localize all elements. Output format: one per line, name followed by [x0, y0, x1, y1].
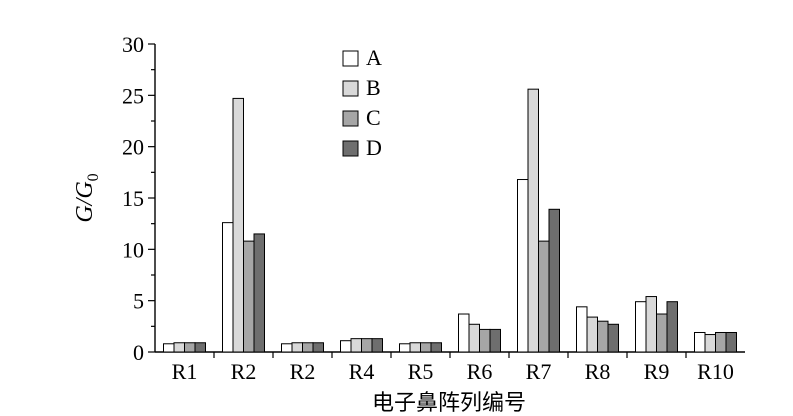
bar-c: [184, 342, 196, 353]
bar-a: [517, 179, 529, 353]
bar-a: [399, 343, 411, 353]
bar-c: [538, 240, 550, 353]
bar-c: [302, 342, 314, 353]
bar-d: [430, 342, 442, 353]
bar-b: [645, 296, 657, 353]
x-tick-label: R7: [526, 359, 552, 384]
x-tick-label: R2: [231, 359, 257, 384]
x-tick-label: R8: [585, 359, 611, 384]
bar-c: [420, 342, 432, 353]
bar-a: [576, 306, 588, 353]
bar-c: [243, 240, 255, 353]
legend-label-b: B: [366, 75, 381, 100]
bar-b: [409, 342, 421, 353]
y-tick-label: 0: [133, 340, 144, 365]
bar-d: [253, 233, 265, 353]
y-tick-label: 30: [122, 32, 144, 57]
y-tick-label: 5: [133, 289, 144, 314]
legend-swatch-c: [342, 110, 359, 127]
y-axis-label-subscript: 0: [85, 173, 102, 181]
bar-b: [527, 88, 539, 353]
y-tick-label: 20: [122, 135, 144, 160]
bar-a: [163, 343, 175, 353]
x-tick-label: R5: [408, 359, 434, 384]
bar-a: [222, 222, 234, 353]
bar-b: [586, 316, 598, 353]
x-tick-label: R4: [349, 359, 375, 384]
x-tick-label: R6: [467, 359, 493, 384]
bar-b: [173, 342, 185, 353]
bar-d: [725, 331, 737, 353]
x-tick-label: R9: [644, 359, 670, 384]
bar-b: [704, 334, 716, 353]
bar-b: [350, 338, 362, 353]
bar-b: [468, 323, 480, 353]
x-axis-label: 电子鼻阵列编号: [372, 391, 526, 416]
x-tick-label: R2: [290, 359, 316, 384]
bar-d: [371, 338, 383, 353]
bar-d: [666, 301, 678, 353]
legend-swatch-d: [342, 140, 359, 157]
y-tick-label: 15: [122, 186, 144, 211]
bar-d: [194, 342, 206, 353]
y-axis: 0 5 10 15 20 25 30: [122, 32, 156, 365]
x-tick-label: R1: [172, 359, 198, 384]
bar-c: [597, 320, 609, 353]
legend-swatch-b: [342, 80, 359, 97]
bar-d: [489, 328, 501, 353]
bar-a: [635, 301, 647, 353]
x-tick-label: R10: [697, 359, 734, 384]
bars: [163, 88, 737, 353]
legend-swatch-a: [342, 50, 359, 67]
legend-label-d: D: [366, 135, 382, 160]
bar-c: [656, 313, 668, 353]
y-axis-label-main: G/G: [72, 181, 98, 222]
bar-d: [312, 342, 324, 353]
bar-b: [291, 342, 303, 353]
y-axis-label: G/G0: [72, 173, 102, 222]
bar-d: [548, 208, 560, 353]
x-axis: R1 R2 R2 R4 R5 R6 R7 R8 R9 R10: [155, 351, 745, 384]
bar-c: [479, 328, 491, 353]
bar-b: [232, 97, 244, 353]
bar-a: [458, 313, 470, 353]
legend-label-a: A: [366, 45, 382, 70]
y-tick-label: 10: [122, 237, 144, 262]
bar-c: [715, 331, 727, 353]
bar-a: [281, 343, 293, 353]
bar-a: [340, 340, 352, 353]
legend-label-c: C: [366, 105, 381, 130]
y-tick-label: 25: [122, 83, 144, 108]
bar-a: [694, 331, 706, 353]
bar-d: [607, 323, 619, 353]
bar-c: [361, 338, 373, 353]
